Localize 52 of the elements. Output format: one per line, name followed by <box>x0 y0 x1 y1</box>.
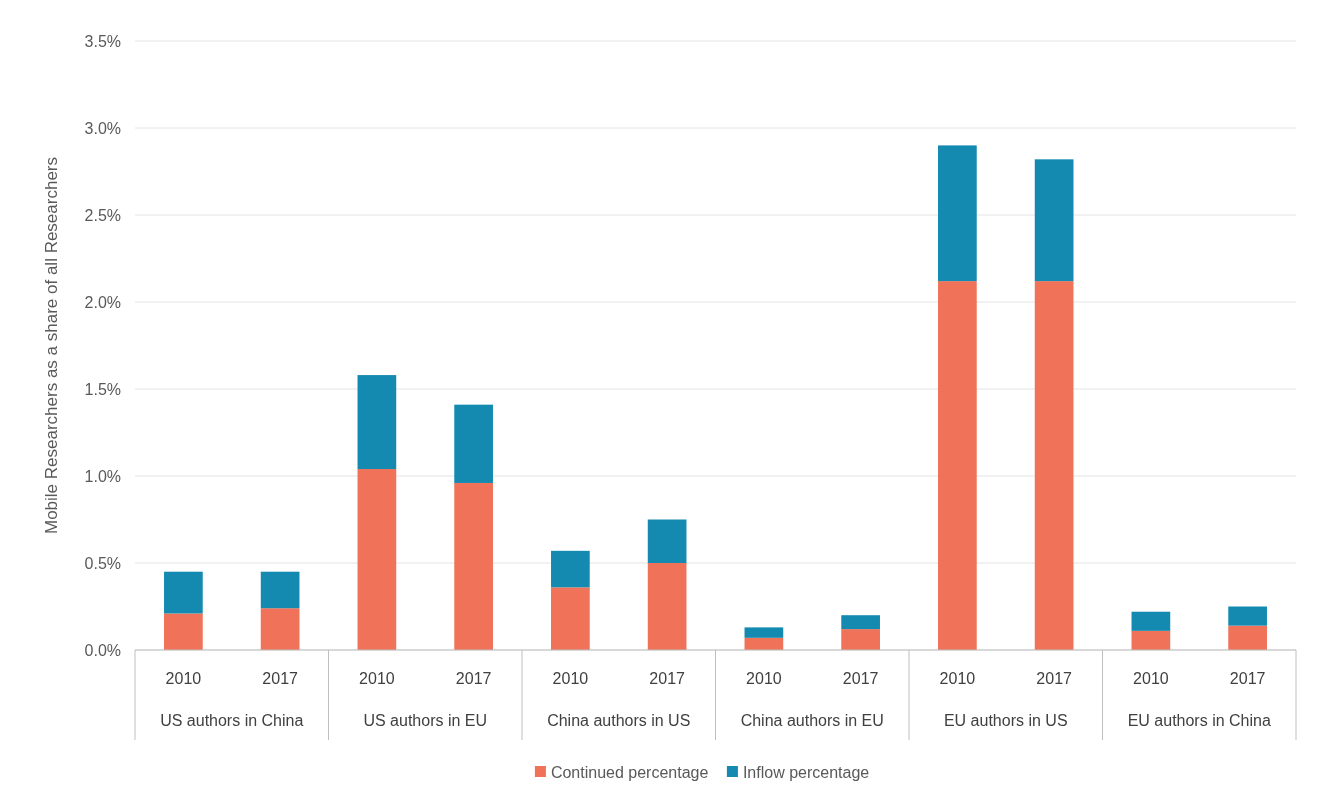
x-tick-label: 2017 <box>455 670 492 687</box>
bar <box>1034 159 1074 282</box>
text: EU authors in China <box>1127 712 1271 729</box>
x-tick-label: 2010 <box>552 670 589 687</box>
bar <box>164 571 203 614</box>
text: US authors in EU <box>363 712 488 729</box>
bar <box>1228 625 1267 650</box>
y-tick-label: 2.5% <box>84 206 121 224</box>
bar <box>260 571 300 609</box>
text: EU authors in US <box>943 712 1068 729</box>
x-tick-label: 2010 <box>746 670 782 687</box>
bar <box>164 613 203 650</box>
bar <box>841 629 880 650</box>
x-tick-label: 2017 <box>1229 670 1266 687</box>
y-axis-title: Mobile Researchers as a share of all Researchers <box>42 156 61 535</box>
bar <box>551 587 590 650</box>
x-tick-label: 2010 <box>939 670 976 687</box>
x-tick-label: 2017 <box>1036 670 1073 687</box>
y-tick-label: 1.0% <box>84 467 121 485</box>
text: China authors in EU <box>740 712 884 729</box>
legend-label: Continued percentage <box>550 763 709 781</box>
bar <box>1034 281 1074 650</box>
bar <box>1228 606 1267 626</box>
y-tick-label: 3.5% <box>84 32 121 50</box>
bar <box>357 469 397 650</box>
y-tick-label: 3.0% <box>84 119 121 137</box>
y-tick-label: 0.5% <box>84 554 121 572</box>
bar <box>260 608 300 650</box>
bar <box>1131 630 1171 650</box>
text: US authors in China <box>160 712 304 729</box>
bar <box>454 482 493 650</box>
bar <box>841 615 880 630</box>
x-tick-label: 2017 <box>842 670 879 687</box>
y-tick-label: 2.0% <box>84 293 121 311</box>
bar <box>357 375 397 470</box>
bar <box>647 519 687 563</box>
bar <box>551 550 590 588</box>
text: China authors in US <box>547 712 691 729</box>
bar <box>938 145 977 282</box>
x-tick-label: 2017 <box>649 670 686 687</box>
bar <box>744 627 784 638</box>
legend-label: Inflow percentage <box>742 763 870 781</box>
bar <box>1131 611 1171 631</box>
y-tick-label: 1.5% <box>84 380 121 398</box>
x-tick-label: 2017 <box>262 670 299 687</box>
bar <box>938 281 977 650</box>
bar <box>647 563 687 650</box>
bar <box>454 404 493 483</box>
x-tick-label: 2010 <box>165 670 202 687</box>
x-tick-label: 2010 <box>1133 670 1169 687</box>
y-tick-label: 0.0% <box>84 641 121 659</box>
x-tick-label: 2010 <box>359 670 395 687</box>
